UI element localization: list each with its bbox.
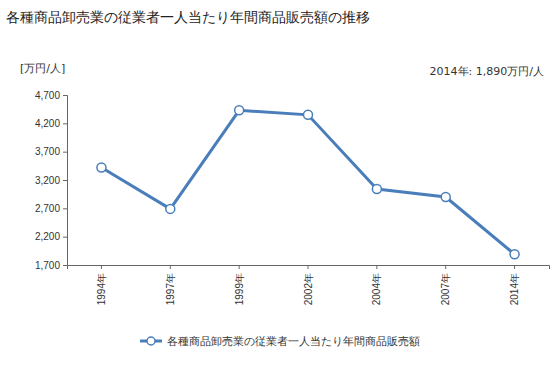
y-tick-mark <box>63 123 67 124</box>
x-tick-mark <box>445 265 446 269</box>
y-tick: 4,200 <box>35 118 67 129</box>
marks <box>97 106 519 259</box>
x-tick-mark <box>170 265 171 269</box>
x-tick-label: 1997年 <box>165 273 176 305</box>
y-tick: 2,700 <box>35 203 67 214</box>
x-tick-label: 1999年 <box>234 273 245 305</box>
chart: 各種商品卸売業の従業者一人当たり年間商品販売額の推移 [万円/人] 2014年: 1… <box>0 0 560 366</box>
title: 各種商品卸売業の従業者一人当たり年間商品販売額の推移 <box>6 9 370 25</box>
y-tick-mark <box>63 180 67 181</box>
y-tick-label: 2,700 <box>35 203 60 214</box>
x-tick: 2007年 <box>440 265 451 305</box>
y-tick-mark <box>63 237 67 238</box>
x-tick-label: 2007年 <box>440 273 451 305</box>
y-tick-label: 2,200 <box>35 231 60 242</box>
plot: 1,700 2,200 2,700 3,200 3,700 4,200 4,700 1994年… <box>35 90 550 306</box>
point <box>304 110 313 119</box>
x-tick: 2004年 <box>371 265 382 305</box>
x-axis: 1994年 1997年 1999年 2002年 2004年 2007年 2014年 <box>68 265 550 305</box>
point <box>372 185 381 194</box>
x-tick-mark <box>308 265 309 269</box>
x-tick: 1999年 <box>234 265 245 305</box>
x-axis-line <box>68 266 550 270</box>
y-axis-label: [万円/人] <box>20 62 65 75</box>
point <box>510 250 519 259</box>
x-tick: 2014年 <box>509 265 520 305</box>
y-tick-mark <box>63 265 67 266</box>
series-line <box>101 110 514 254</box>
x-tick-label: 2014年 <box>509 273 520 305</box>
y-tick-mark <box>63 95 67 96</box>
legend-label: 各種商品卸売業の従業者一人当たり年間商品販売額 <box>167 335 420 348</box>
legend-item: 各種商品卸売業の従業者一人当たり年間商品販売額 <box>140 335 420 348</box>
y-tick: 1,700 <box>35 260 67 271</box>
legend-symbol-marker <box>147 337 155 345</box>
y-tick-label: 4,200 <box>35 118 60 129</box>
x-tick-label: 1994年 <box>96 273 107 305</box>
point <box>235 106 244 115</box>
point <box>441 193 450 202</box>
x-tick: 2002年 <box>303 265 314 305</box>
y-tick-label: 4,700 <box>35 90 60 101</box>
x-tick: 1994年 <box>96 265 107 305</box>
y-tick: 4,700 <box>35 90 67 101</box>
x-tick-mark <box>239 265 240 269</box>
y-tick-label: 1,700 <box>35 260 60 271</box>
point <box>97 163 106 172</box>
x-tick-mark <box>514 265 515 269</box>
x-tick: 1997年 <box>165 265 176 305</box>
annotation: 2014年: 1,890万円/人 <box>430 65 544 78</box>
y-tick: 3,700 <box>35 146 67 157</box>
y-tick: 2,200 <box>35 231 67 242</box>
x-tick-label: 2002年 <box>303 273 314 305</box>
legend: 各種商品卸売業の従業者一人当たり年間商品販売額 <box>140 335 420 348</box>
point <box>166 204 175 213</box>
x-tick-label: 2004年 <box>371 273 382 305</box>
y-tick-label: 3,200 <box>35 175 60 186</box>
y-tick-label: 3,700 <box>35 146 60 157</box>
y-tick: 3,200 <box>35 175 67 186</box>
y-axis-line <box>63 96 68 266</box>
y-tick-mark <box>63 208 67 209</box>
x-tick-mark <box>376 265 377 269</box>
y-tick-mark <box>63 152 67 153</box>
y-axis: 1,700 2,200 2,700 3,200 3,700 4,200 4,700 <box>35 90 68 271</box>
x-tick-mark <box>101 265 102 269</box>
